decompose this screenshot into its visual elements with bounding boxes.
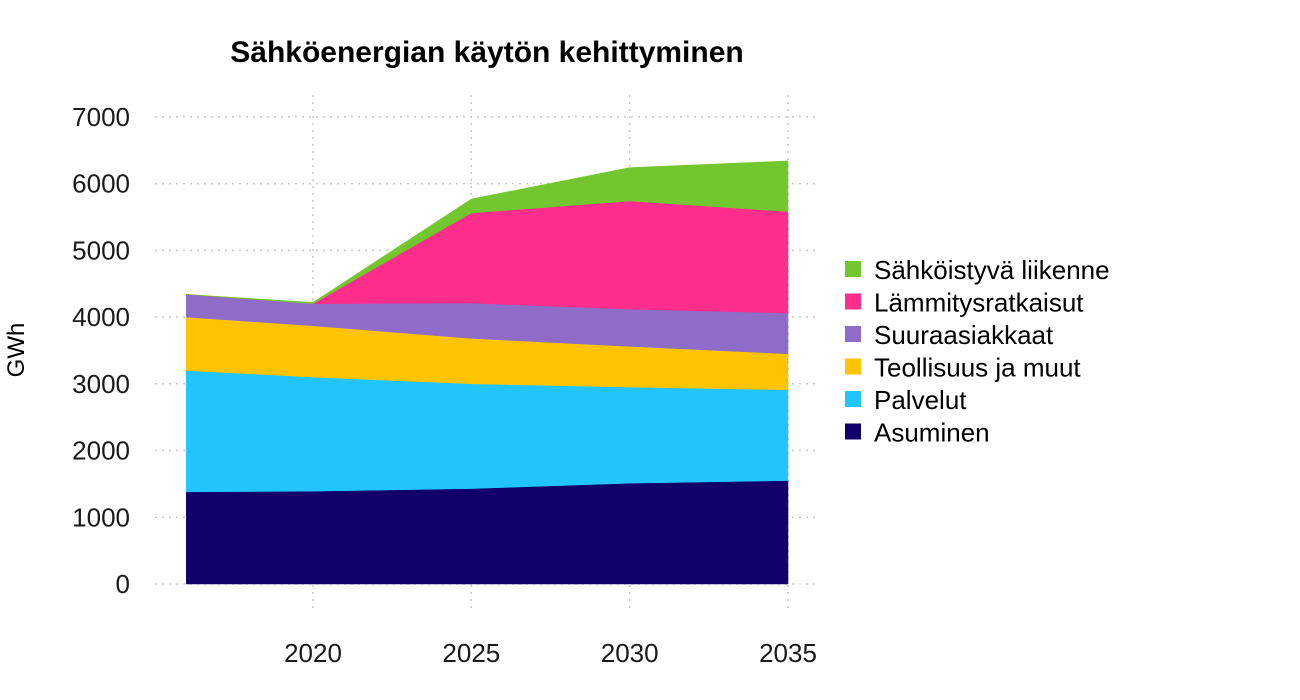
y-tick-label: 6000 [72,169,130,199]
area-series-1 [186,370,789,493]
y-tick-label: 4000 [72,302,130,332]
y-axis-title: GWh [3,323,30,378]
x-tick-label: 2035 [759,638,817,668]
y-tick-label: 3000 [72,369,130,399]
legend-label: Teollisuus ja muut [874,353,1081,383]
x-tick-label: 2020 [284,638,342,668]
legend-label: Asuminen [874,418,990,448]
legend-swatch [845,358,861,375]
y-tick-label: 5000 [72,235,130,265]
legend-label: Sähköistyvä liikenne [874,255,1110,285]
y-tick-label: 1000 [72,502,130,532]
legend: Sähköistyvä liikenneLämmitysratkaisutSuu… [845,255,1110,448]
chart-title: Sähköenergian käytön kehittyminen [230,36,743,69]
legend-swatch [845,326,861,342]
legend-swatch [845,293,861,310]
plot-areas [186,160,789,585]
legend-swatch [845,261,861,277]
y-tick-label: 7000 [72,102,130,132]
y-tick-label: 2000 [72,436,130,466]
x-axis-ticks: 2020 2025 2030 2035 [284,638,817,668]
area-series-4 [186,200,789,314]
legend-swatch [845,423,861,440]
area-series-0 [186,480,789,585]
y-axis-ticks: 0 1000 2000 3000 4000 5000 6000 7000 [72,102,130,599]
x-tick-label: 2030 [601,638,659,668]
legend-label: Palvelut [874,385,967,415]
legend-label: Suuraasiakkaat [874,320,1054,350]
area-series-5 [186,160,789,304]
legend-label: Lämmitysratkaisut [874,288,1084,318]
legend-swatch [845,391,861,407]
x-tick-label: 2025 [442,638,500,668]
y-tick-label: 0 [116,569,130,599]
